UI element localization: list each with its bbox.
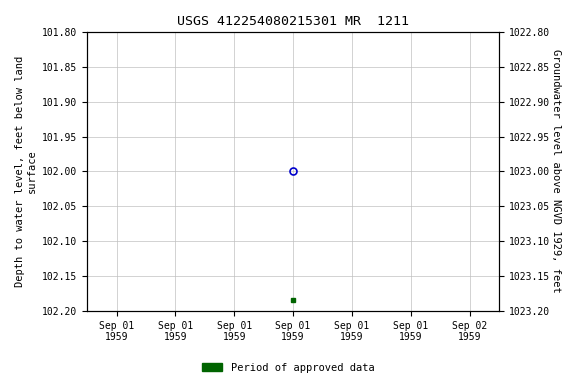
Title: USGS 412254080215301 MR  1211: USGS 412254080215301 MR 1211: [177, 15, 409, 28]
Y-axis label: Groundwater level above NGVD 1929, feet: Groundwater level above NGVD 1929, feet: [551, 50, 561, 293]
Legend: Period of approved data: Period of approved data: [198, 359, 378, 377]
Y-axis label: Depth to water level, feet below land
surface: Depth to water level, feet below land su…: [15, 56, 37, 287]
